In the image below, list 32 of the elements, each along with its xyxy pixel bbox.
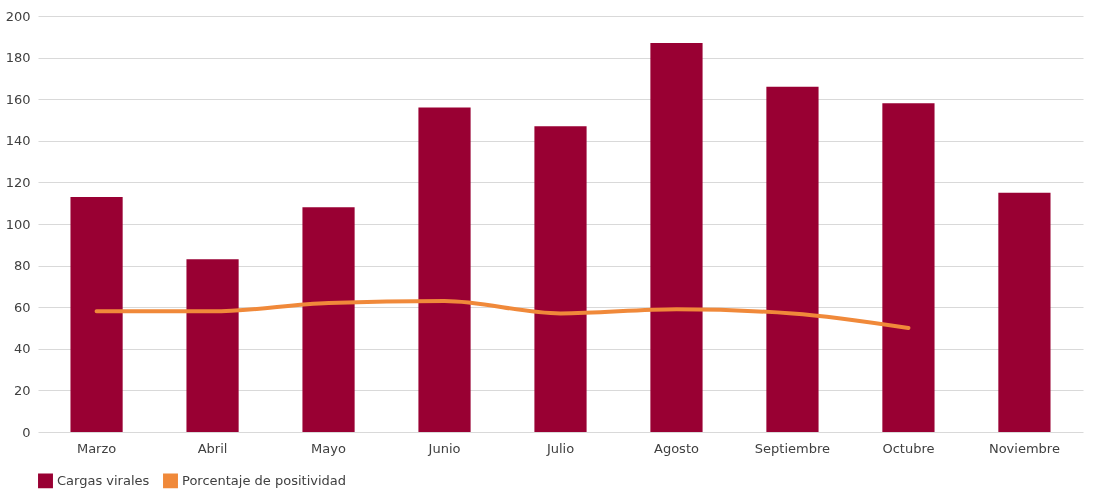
y-tick-label: 180 bbox=[5, 50, 31, 66]
x-tick-label: Septiembre bbox=[754, 440, 831, 456]
y-tick-label: 0 bbox=[22, 424, 31, 440]
y-tick-label: 80 bbox=[13, 258, 31, 274]
y-tick-label: 100 bbox=[5, 216, 31, 232]
bar bbox=[534, 126, 587, 432]
x-tick-label: Noviembre bbox=[988, 440, 1060, 456]
bar bbox=[650, 43, 703, 432]
bar bbox=[766, 86, 819, 432]
bar bbox=[998, 192, 1051, 432]
y-tick-label: 140 bbox=[5, 133, 31, 149]
x-tick-label: Marzo bbox=[76, 440, 117, 456]
bar bbox=[186, 259, 239, 432]
y-tick-label: 200 bbox=[5, 8, 31, 24]
y-tick-label: 20 bbox=[13, 382, 31, 398]
x-tick-label: Abril bbox=[197, 440, 228, 456]
x-tick-label: Agosto bbox=[654, 440, 699, 456]
y-tick-label: 160 bbox=[5, 91, 31, 107]
line-series bbox=[94, 298, 911, 330]
bar bbox=[302, 207, 355, 432]
legend-label: Cargas virales bbox=[57, 472, 150, 488]
x-tick-label: Mayo bbox=[311, 440, 346, 456]
y-tick-label: 120 bbox=[5, 174, 31, 190]
legend-label: Porcentaje de positividad bbox=[182, 472, 347, 488]
bar bbox=[418, 107, 471, 432]
y-tick-label: 60 bbox=[13, 299, 31, 315]
x-tick-label: Octubre bbox=[882, 440, 935, 456]
x-tick-label: Julio bbox=[545, 440, 575, 456]
bar bbox=[70, 196, 123, 432]
y-tick-label: 40 bbox=[13, 341, 31, 357]
x-tick-label: Junio bbox=[427, 440, 461, 456]
bar bbox=[882, 103, 935, 432]
